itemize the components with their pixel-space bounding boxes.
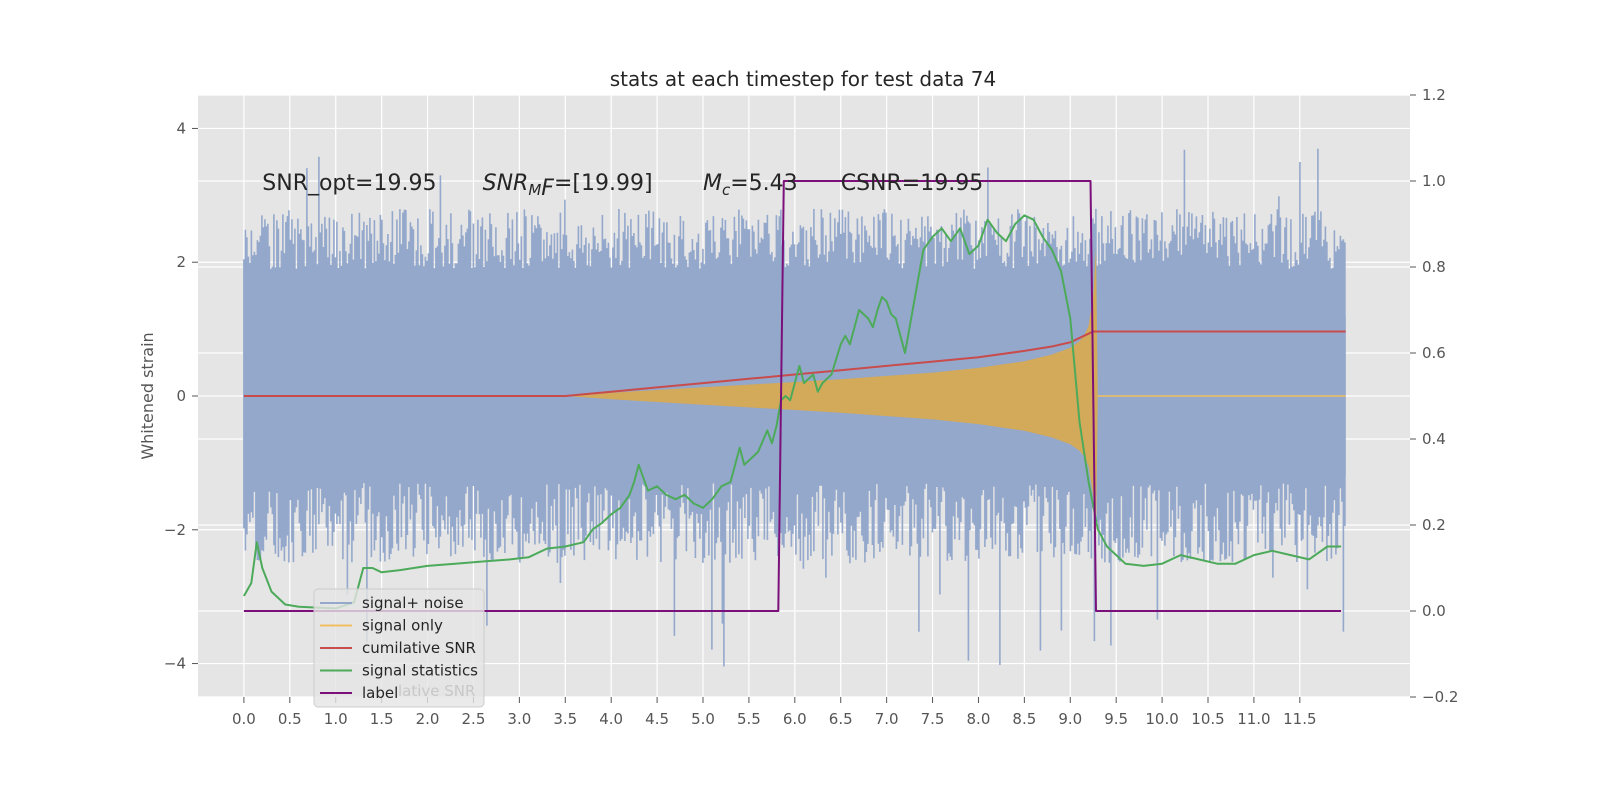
y-tick-label: 4: [176, 119, 186, 137]
signal-only-series: [565, 248, 1346, 544]
x-tick-label: 3.5: [553, 710, 577, 728]
legend-label: signal statistics: [362, 662, 478, 680]
y2-tick-label: 1.0: [1422, 172, 1446, 190]
x-tick-label: 7.0: [875, 710, 899, 728]
x-tick-label: 8.0: [967, 710, 991, 728]
x-tick-label: 1.5: [370, 710, 394, 728]
x-tick-label: 4.5: [645, 710, 669, 728]
legend-box: [313, 588, 485, 708]
x-tick-label: 0.5: [278, 710, 302, 728]
x-tick-label: 11.5: [1283, 710, 1316, 728]
annotation-2: Mc=5.43: [703, 171, 798, 199]
y-tick-label: −2: [164, 521, 186, 539]
x-tick-label: 2.5: [462, 710, 486, 728]
y2-tick-label: 0.6: [1422, 344, 1446, 362]
x-tick-label: 4.0: [599, 710, 623, 728]
x-tick-label: 0.0: [232, 710, 256, 728]
x-tick-label: 5.0: [691, 710, 715, 728]
x-tick-label: 6.0: [783, 710, 807, 728]
annotations: SNR_opt=19.95 SNRMF=[19.99] Mc=5.43 CSNR=19…: [262, 171, 983, 201]
x-tick-label: 11.0: [1237, 710, 1270, 728]
y2-axis-ticks: −0.2 0.0 0.2 0.4 0.6 0.8 1.0 1.2: [1410, 86, 1458, 706]
y2-tick-label: 0.2: [1422, 516, 1446, 534]
x-tick-label: 8.5: [1012, 710, 1036, 728]
annotation-0: SNR_opt=19.95: [262, 171, 436, 196]
signal-statistics-line: [243, 214, 1342, 610]
x-tick-label: 10.5: [1191, 710, 1224, 728]
x-tick-label: 3.0: [507, 710, 531, 728]
legend-ghost-text: lative SNR: [398, 682, 475, 700]
y-axis-label: Whitened strain: [138, 332, 157, 459]
x-tick-label: 6.5: [829, 710, 853, 728]
x-tick-label: 2.0: [416, 710, 440, 728]
cumilative-SNR-line: [243, 330, 1346, 397]
x-tick-label: 9.5: [1104, 710, 1128, 728]
x-tick-label: 5.5: [737, 710, 761, 728]
legend-label: signal only: [362, 617, 443, 635]
x-tick-label: 1.0: [324, 710, 348, 728]
annotation-1: SNRMF=[19.99]: [483, 171, 653, 201]
legend-label: signal+ noise: [362, 594, 464, 612]
legend-label: label: [362, 684, 398, 702]
y2-tick-label: 1.2: [1422, 86, 1446, 104]
y2-tick-label: −0.2: [1422, 688, 1458, 706]
label-line: [243, 180, 1342, 612]
y-tick-label: 0: [176, 387, 186, 405]
legend: lative SNR signal+ noise signal only cumila…: [313, 588, 485, 708]
y-axis-ticks: −4 −2 0 2 4: [164, 119, 198, 673]
y-tick-label: −4: [164, 655, 186, 673]
y2-tick-label: 0.4: [1422, 430, 1446, 448]
x-tick-label: 7.5: [921, 710, 945, 728]
signal-only-envelope: [565, 248, 1098, 544]
y-tick-label: 2: [176, 253, 186, 271]
x-tick-label: 9.0: [1058, 710, 1082, 728]
y2-tick-label: 0.8: [1422, 258, 1446, 276]
annotation-3: CSNR=19.95: [841, 171, 983, 196]
line-series: [243, 180, 1346, 612]
x-axis-ticks: 0.0 0.5 1.0 1.5 2.0 2.5 3.0 3.5 4.0 4.5 5.0 5.5 6.0 6…: [232, 697, 1317, 728]
chart-title: stats at each timestep for test data 74: [610, 67, 996, 91]
x-tick-label: 10.0: [1145, 710, 1178, 728]
legend-label: cumilative SNR: [362, 639, 476, 657]
y2-tick-label: 0.0: [1422, 602, 1446, 620]
